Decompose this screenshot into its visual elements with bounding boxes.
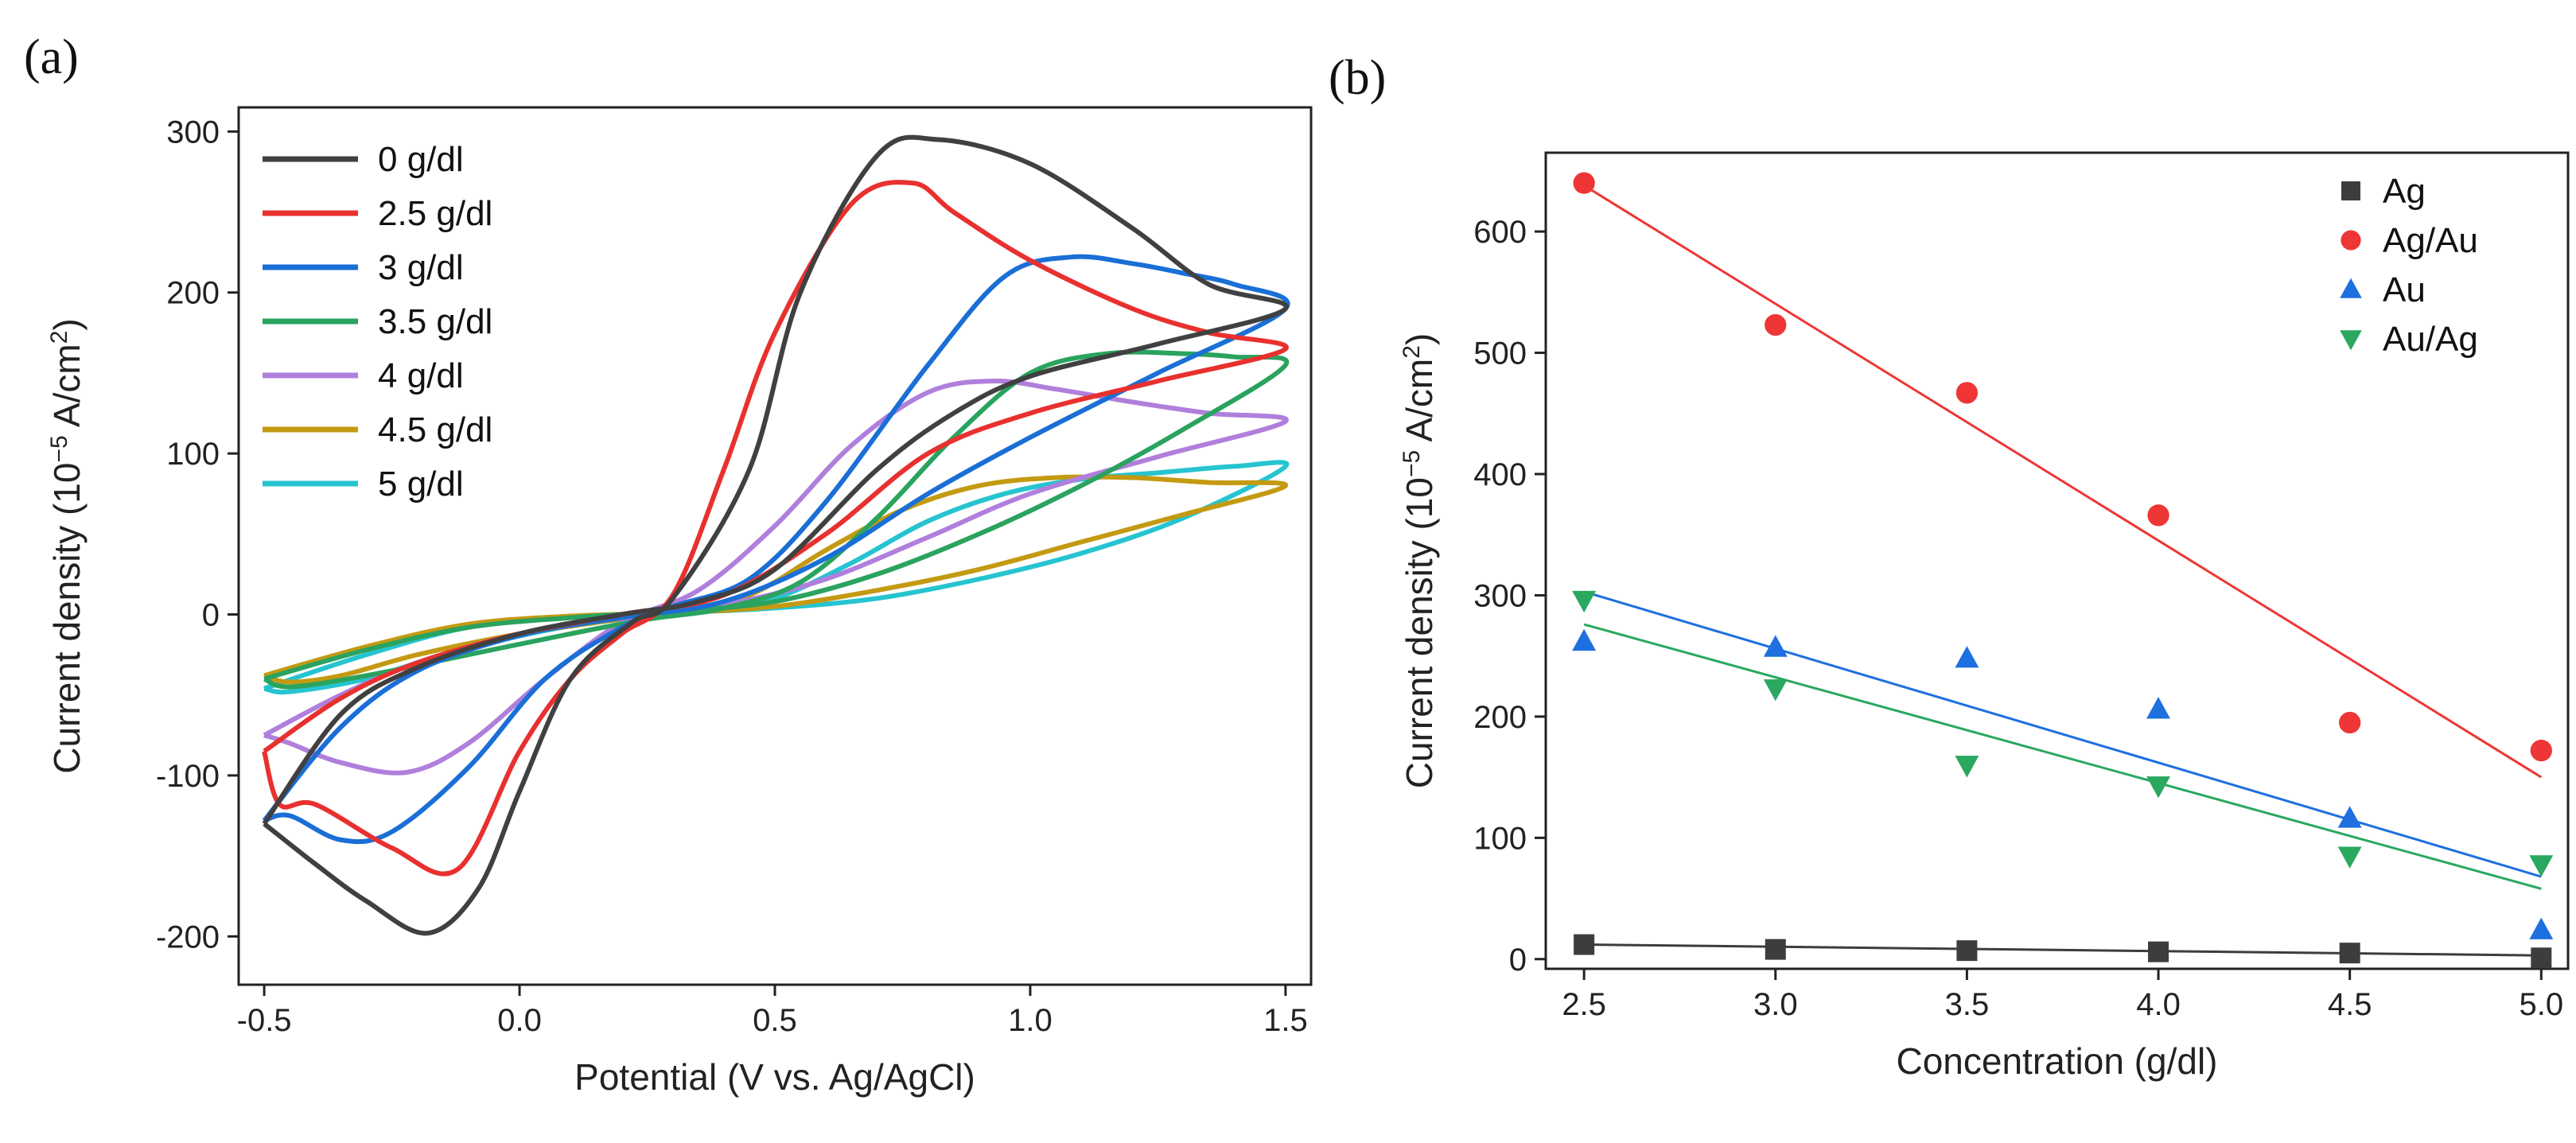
- conc-legend: Ag Ag/Au Au Au/Ag: [2340, 172, 2478, 359]
- data-point-ag-au: [1955, 382, 1979, 404]
- cv-legend-label: 2.5 g/dl: [378, 194, 492, 233]
- conc-y-axis-label: Current density (10−5 A/cm2): [1399, 333, 1441, 788]
- data-point-ag-au: [1573, 172, 1595, 194]
- b-x-tick-label: 4.5: [2328, 987, 2372, 1022]
- panel-label-b: (b): [1329, 51, 1386, 105]
- legend-label: Au: [2383, 270, 2426, 309]
- data-point-au-ag: [2337, 846, 2362, 869]
- legend-label: Au/Ag: [2383, 320, 2478, 359]
- conc-x-axis-label: Concentration (g/dl): [1897, 1040, 2218, 1082]
- legend-marker-ag-au: [2341, 230, 2361, 251]
- b-x-tick-label: 3.0: [1753, 987, 1798, 1022]
- b-x-tick-label: 5.0: [2520, 987, 2564, 1022]
- b-y-tick-label: 500: [1473, 336, 1527, 371]
- data-point-au: [2529, 917, 2554, 939]
- a-y-tick-label: -200: [156, 919, 220, 954]
- data-point-ag: [1765, 939, 1786, 960]
- data-point-au: [1955, 646, 1979, 668]
- data-point-ag: [2531, 947, 2552, 969]
- legend-marker-ag: [2341, 181, 2360, 200]
- data-point-au: [2146, 697, 2170, 719]
- cv-y-axis-label: Current density (10−5 A/cm2): [46, 318, 88, 773]
- data-point-ag: [2148, 941, 2169, 962]
- conc-data-points: [1572, 172, 2554, 969]
- data-point-au: [1763, 635, 1788, 657]
- cv-legend: 0 g/dl 2.5 g/dl 3 g/dl 3.5 g/dl 4 g/dl 4.5 g/…: [263, 140, 492, 503]
- a-y-tick-label: -100: [156, 759, 220, 794]
- b-x-tick-label: 3.5: [1945, 987, 1990, 1022]
- b-x-tick-label: 4.0: [2136, 987, 2181, 1022]
- conc-axis-ticks: 2.5 3.0 3.5 4.0 4.5 5.0 0 100 200 300 400 500 600: [1473, 215, 2563, 1022]
- a-y-tick-label: 200: [166, 276, 220, 311]
- cv-axis-ticks: -0.5 0.0 0.5 1.0 1.5 -200 -100 0 100 200 300: [156, 115, 1308, 1038]
- legend-marker-au-ag: [2340, 330, 2362, 351]
- a-x-tick-label: 1.0: [1008, 1003, 1053, 1038]
- cv-legend-label: 3.5 g/dl: [378, 302, 492, 341]
- data-point-ag: [1956, 940, 1978, 962]
- data-point-ag-au: [2530, 739, 2552, 762]
- data-point-au-ag: [2529, 855, 2554, 877]
- fit-line-au: [1583, 590, 2542, 878]
- data-point-au-ag: [2146, 776, 2170, 799]
- data-point-ag: [2339, 943, 2360, 964]
- a-x-tick-label: 0.0: [497, 1003, 542, 1038]
- a-x-tick-label: 0.5: [753, 1003, 797, 1038]
- cv-curves: [262, 134, 1290, 936]
- data-point-au-ag: [1572, 590, 1597, 613]
- b-y-tick-label: 0: [1509, 943, 1527, 978]
- data-point-ag-au: [2147, 504, 2169, 527]
- cv-legend-label: 0 g/dl: [378, 140, 464, 179]
- b-y-tick-label: 400: [1473, 457, 1527, 492]
- data-point-au: [1572, 628, 1597, 651]
- a-x-tick-label: 1.5: [1263, 1003, 1308, 1038]
- b-y-tick-label: 300: [1473, 578, 1527, 613]
- data-point-au: [2337, 806, 2362, 828]
- fit-line-ag: [1584, 943, 2542, 957]
- cv-curve-0-g-dl: [262, 134, 1289, 936]
- a-y-tick-label: 300: [166, 115, 220, 150]
- legend-marker-au: [2340, 278, 2362, 298]
- b-y-tick-label: 200: [1473, 700, 1527, 735]
- a-y-tick-label: 100: [166, 437, 220, 472]
- a-x-tick-label: -0.5: [237, 1003, 292, 1038]
- cv-legend-label: 4.5 g/dl: [378, 410, 492, 449]
- b-x-tick-label: 2.5: [1562, 987, 1606, 1022]
- cv-legend-label: 3 g/dl: [378, 248, 464, 287]
- data-point-ag: [1574, 934, 1595, 955]
- conc-fit-lines: [1583, 184, 2543, 957]
- fit-line-au-ag: [1583, 623, 2542, 890]
- concentration-chart: 2.5 3.0 3.5 4.0 4.5 5.0 0 100 200 300 400 500 600 Ag…: [1399, 151, 2570, 1082]
- legend-label: Ag: [2383, 172, 2426, 211]
- b-y-tick-label: 600: [1473, 215, 1527, 250]
- data-point-ag-au: [2339, 711, 2361, 734]
- data-point-au-ag: [1763, 679, 1788, 702]
- cv-curve-4-5-g-dl: [263, 474, 1288, 685]
- data-point-au-ag: [1955, 756, 1979, 778]
- a-y-tick-label: 0: [202, 598, 220, 633]
- b-y-tick-label: 100: [1473, 821, 1527, 856]
- fit-line-ag-au: [1583, 184, 2543, 779]
- conc-plot-frame: [1544, 151, 2570, 970]
- cv-chart: -0.5 0.0 0.5 1.0 1.5 -200 -100 0 100 200 300 0 g/d…: [46, 106, 1313, 1098]
- panel-label-a: (a): [24, 30, 79, 84]
- cv-legend-label: 4 g/dl: [378, 356, 464, 395]
- cv-curve-3-g-dl: [262, 254, 1290, 845]
- legend-label: Ag/Au: [2383, 221, 2478, 260]
- cv-legend-label: 5 g/dl: [378, 465, 464, 503]
- data-point-ag-au: [1765, 313, 1787, 336]
- cv-x-axis-label: Potential (V vs. Ag/AgCl): [574, 1056, 975, 1098]
